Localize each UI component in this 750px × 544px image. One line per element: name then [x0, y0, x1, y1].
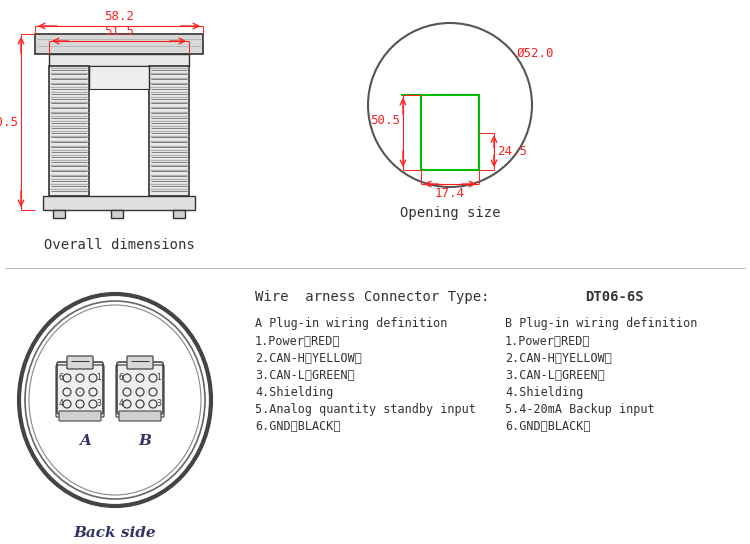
Bar: [111, 210, 123, 218]
FancyBboxPatch shape: [119, 411, 161, 421]
Bar: [49, 54, 189, 66]
Text: 4: 4: [58, 399, 64, 409]
Text: B Plug-in wiring definition: B Plug-in wiring definition: [505, 317, 698, 330]
Text: 1: 1: [157, 374, 161, 382]
Text: Ø52.0: Ø52.0: [517, 46, 554, 59]
Bar: [149, 66, 189, 196]
Text: Wire  arness Connector Type:: Wire arness Connector Type:: [255, 290, 490, 304]
Text: 3.CAN-L（GREEN）: 3.CAN-L（GREEN）: [255, 369, 355, 382]
Bar: [173, 210, 185, 218]
FancyBboxPatch shape: [127, 356, 153, 369]
Text: 3.CAN-L（GREEN）: 3.CAN-L（GREEN）: [505, 369, 604, 382]
Bar: [421, 95, 479, 170]
Text: 5.4-20mA Backup input: 5.4-20mA Backup input: [505, 403, 655, 416]
FancyBboxPatch shape: [117, 362, 163, 414]
Text: B: B: [139, 434, 152, 448]
Text: 3: 3: [157, 399, 161, 409]
Text: 4: 4: [118, 399, 124, 409]
Text: 50.5: 50.5: [370, 114, 400, 127]
Bar: [35, 34, 203, 54]
Bar: [53, 210, 65, 218]
Text: Opening size: Opening size: [400, 206, 500, 220]
FancyBboxPatch shape: [59, 411, 101, 421]
Text: 2.CAN-H（YELLOW）: 2.CAN-H（YELLOW）: [505, 352, 612, 365]
Text: 1: 1: [97, 374, 101, 382]
Text: 6: 6: [58, 374, 64, 382]
Text: 51.5: 51.5: [104, 25, 134, 38]
Text: Overall dimensions: Overall dimensions: [44, 238, 194, 252]
Text: A Plug-in wiring definition: A Plug-in wiring definition: [255, 317, 447, 330]
Text: A: A: [79, 434, 91, 448]
Text: 60.5: 60.5: [0, 115, 18, 128]
Text: 5.Analog quantity standby input: 5.Analog quantity standby input: [255, 403, 476, 416]
FancyBboxPatch shape: [67, 356, 93, 369]
Text: 58.2: 58.2: [104, 10, 134, 23]
FancyBboxPatch shape: [57, 362, 103, 414]
Text: 1.Power（RED）: 1.Power（RED）: [255, 335, 340, 348]
Text: 6.GND（BLACK）: 6.GND（BLACK）: [255, 420, 340, 433]
Text: 4.Shielding: 4.Shielding: [255, 386, 333, 399]
Text: Back side: Back side: [74, 526, 156, 540]
Text: 6: 6: [118, 374, 124, 382]
Text: 2.CAN-H（YELLOW）: 2.CAN-H（YELLOW）: [255, 352, 362, 365]
Text: 1.Power（RED）: 1.Power（RED）: [505, 335, 590, 348]
Text: 6.GND（BLACK）: 6.GND（BLACK）: [505, 420, 590, 433]
Text: 24.5: 24.5: [497, 145, 527, 158]
Text: 3: 3: [97, 399, 101, 409]
Bar: [89, 66, 149, 89]
Bar: [43, 196, 195, 210]
Text: DT06-6S: DT06-6S: [585, 290, 644, 304]
Bar: [49, 66, 89, 196]
Text: 17.4: 17.4: [435, 187, 465, 200]
Text: 4.Shielding: 4.Shielding: [505, 386, 584, 399]
